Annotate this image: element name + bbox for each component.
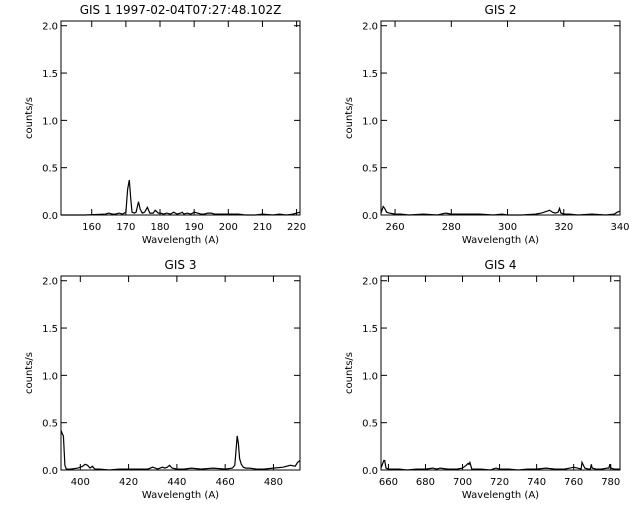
y-tick-label: 0.5: [362, 164, 378, 175]
plot-frame: [60, 20, 301, 216]
panel-gis-2: GIS 2 260 280 300 320 340 0.0 0.5 1.0 1.5 2.0 Wavel…: [344, 3, 630, 246]
y-tick-label: 0.0: [362, 466, 378, 477]
plot-frame: [380, 20, 621, 216]
y-tick-label: 1.0: [42, 116, 58, 127]
spectrum-line: [380, 205, 621, 216]
x-tick-label: 700: [453, 477, 472, 488]
x-tick-label: 160: [82, 222, 101, 233]
y-tick-label: 1.0: [362, 371, 378, 382]
panel-title: GIS 2: [485, 3, 517, 17]
x-tick-label: 170: [116, 222, 135, 233]
x-tick-label: 200: [219, 222, 238, 233]
x-tick-label: 760: [564, 477, 583, 488]
y-axis-label: counts/s: [344, 352, 355, 394]
spectrum-line: [61, 179, 301, 216]
x-tick-label: 780: [601, 477, 620, 488]
x-tick-label: 740: [527, 477, 546, 488]
x-tick-label: 180: [150, 222, 169, 233]
panel-title: GIS 1 1997-02-04T07:27:48.102Z: [80, 3, 282, 17]
x-tick-label: 420: [119, 477, 138, 488]
x-tick-label: 460: [216, 477, 235, 488]
y-tick-label: 1.0: [362, 116, 378, 127]
y-tick-label: 0.5: [42, 419, 58, 430]
x-tick-label: 660: [379, 477, 398, 488]
x-tick-label: 440: [167, 477, 186, 488]
y-tick-label: 1.5: [362, 69, 378, 80]
y-axis-label: counts/s: [24, 97, 35, 139]
x-axis-label: Wavelength (A): [142, 235, 219, 246]
spectrum-line: [380, 459, 620, 471]
y-axis-label: counts/s: [344, 97, 355, 139]
y-tick-label: 2.0: [362, 277, 378, 288]
plot-frame: [380, 275, 621, 471]
y-tick-label: 1.5: [362, 324, 378, 335]
y-tick-label: 0.0: [42, 211, 58, 222]
x-tick-label: 280: [442, 222, 461, 233]
y-tick-label: 1.5: [42, 324, 58, 335]
x-axis-label: Wavelength (A): [462, 235, 539, 246]
y-tick-label: 2.0: [42, 22, 58, 33]
panel-gis-4: GIS 4 660 680 700 720 740 760 780 0.0 0.5 1.0 1.5 2.…: [344, 258, 621, 501]
x-axis-label: Wavelength (A): [462, 490, 539, 501]
y-tick-label: 0.5: [42, 164, 58, 175]
x-axis-label: Wavelength (A): [142, 490, 219, 501]
y-tick-label: 0.5: [362, 419, 378, 430]
x-tick-label: 260: [386, 222, 405, 233]
x-tick-label: 320: [554, 222, 573, 233]
x-tick-label: 720: [490, 477, 509, 488]
plot-frame: [60, 275, 301, 471]
x-tick-label: 680: [416, 477, 435, 488]
spectrum-line: [60, 430, 301, 471]
y-tick-label: 1.5: [42, 69, 58, 80]
y-tick-label: 2.0: [362, 22, 378, 33]
y-tick-label: 0.0: [362, 211, 378, 222]
x-tick-label: 300: [498, 222, 517, 233]
x-tick-label: 190: [185, 222, 204, 233]
y-tick-label: 0.0: [42, 466, 58, 477]
panel-gis-3: GIS 3 400 420 440 460 480 0.0 0.5 1.0 1.5 2.0 Wavel…: [24, 258, 301, 501]
y-axis-label: counts/s: [24, 352, 35, 394]
panel-title: GIS 4: [485, 258, 517, 272]
y-tick-label: 1.0: [42, 371, 58, 382]
x-tick-label: 400: [71, 477, 90, 488]
panel-gis-1: GIS 1 1997-02-04T07:27:48.102Z 160 170 180 1…: [24, 3, 306, 246]
panel-title: GIS 3: [165, 258, 197, 272]
x-tick-label: 220: [287, 222, 306, 233]
x-tick-label: 480: [264, 477, 283, 488]
x-tick-label: 210: [253, 222, 272, 233]
y-tick-label: 2.0: [42, 277, 58, 288]
x-tick-label: 340: [610, 222, 629, 233]
